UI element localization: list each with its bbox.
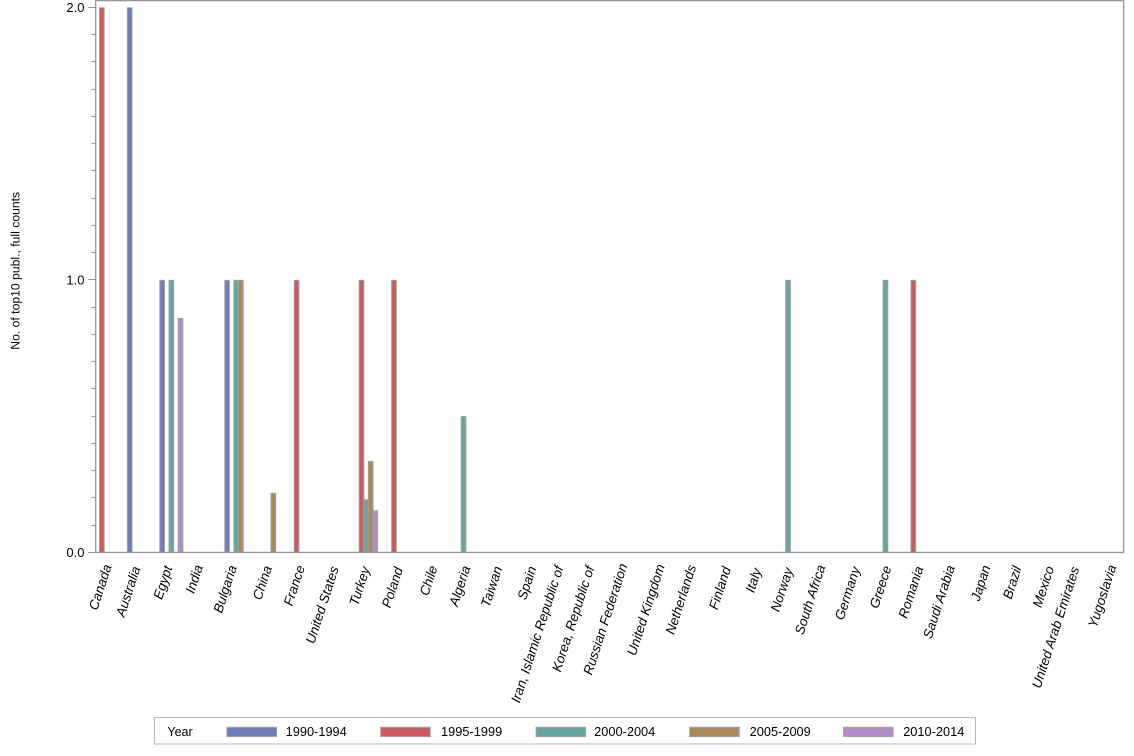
svg-text:1990-1994: 1990-1994 bbox=[286, 724, 347, 739]
svg-text:0.0: 0.0 bbox=[66, 545, 84, 560]
svg-text:2005-2009: 2005-2009 bbox=[750, 724, 811, 739]
svg-text:1.0: 1.0 bbox=[66, 272, 84, 287]
svg-text:No. of top10 publ., full count: No. of top10 publ., full counts bbox=[8, 192, 22, 350]
svg-text:2000-2004: 2000-2004 bbox=[594, 724, 655, 739]
svg-text:Year: Year bbox=[167, 725, 192, 739]
svg-text:1995-1999: 1995-1999 bbox=[441, 724, 502, 739]
svg-text:2010-2014: 2010-2014 bbox=[903, 724, 964, 739]
svg-text:2.0: 2.0 bbox=[66, 0, 84, 15]
